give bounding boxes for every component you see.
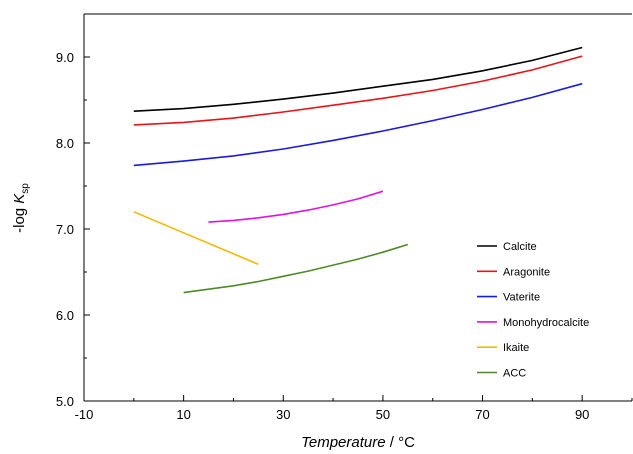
legend-label-vaterite: Vaterite (503, 292, 540, 304)
series-line-acc (183, 243, 409, 294)
y-tick-label: 9.0 (56, 50, 74, 65)
legend: Calcite Aragonite Vaterite Monohydrocalcite… (477, 241, 589, 380)
legend-label-ikaite: Ikaite (503, 342, 529, 354)
x-tick-label: 90 (575, 407, 589, 422)
legend-label-acc: ACC (503, 368, 526, 380)
series-line-aragonite (133, 55, 583, 126)
legend-label-monohydrocalcite: Monohydrocalcite (503, 317, 589, 329)
legend-label-calcite: Calcite (503, 241, 537, 253)
series-line-vaterite (133, 82, 583, 167)
x-tick-label: 30 (276, 407, 290, 422)
y-tick-label: 6.0 (56, 308, 74, 323)
y-ticks: 5.0 6.0 7.0 8.0 9.0 (56, 13, 90, 409)
x-axis-title: Temperature / °C (301, 434, 415, 451)
x-tick-label: 50 (376, 407, 390, 422)
series-line-calcite (133, 46, 583, 112)
y-tick-label: 7.0 (56, 222, 74, 237)
series-line-monohydrocalcite (208, 190, 384, 223)
x-tick-label: 70 (475, 407, 489, 422)
x-ticks: -10 10 30 50 70 90 (75, 395, 633, 422)
series-line-ikaite (133, 211, 259, 266)
y-axis-title: -log Ksp (11, 183, 31, 233)
series-lines (133, 46, 583, 294)
legend-label-aragonite: Aragonite (503, 266, 550, 278)
y-tick-label: 8.0 (56, 136, 74, 151)
y-tick-label: 5.0 (56, 394, 74, 409)
x-tick-label: -10 (75, 407, 94, 422)
x-tick-label: 10 (176, 407, 190, 422)
